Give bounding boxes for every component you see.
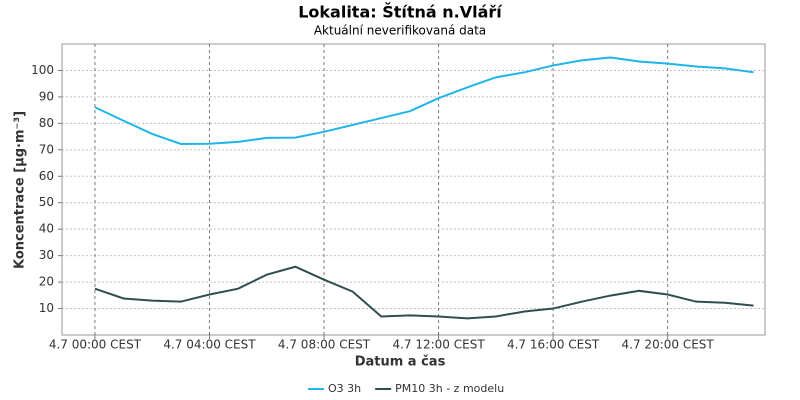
y-tick-label: 50 (39, 195, 54, 209)
y-tick-label: 10 (39, 301, 54, 315)
y-tick-label: 80 (39, 116, 54, 130)
y-tick-label: 20 (39, 275, 54, 289)
x-tick-label: 4.7 08:00 CEST (278, 338, 371, 352)
x-tick-label: 4.7 00:00 CEST (49, 338, 142, 352)
x-tick-label: 4.7 20:00 CEST (622, 338, 715, 352)
x-axis-label: Datum a čas (355, 355, 446, 370)
series-line (94, 56, 754, 145)
series-line (94, 265, 754, 320)
y-tick-label: 60 (39, 169, 54, 183)
y-axis-label: Koncentrace [µg·m⁻³] (13, 111, 28, 269)
legend-label: O3 3h (328, 382, 361, 395)
x-tick-label: 4.7 12:00 CEST (392, 338, 485, 352)
legend-label: PM10 3h - z modelu (395, 382, 504, 395)
x-tick-label: 4.7 16:00 CEST (507, 338, 600, 352)
y-tick-label: 90 (39, 89, 54, 103)
plot-area (61, 43, 766, 336)
chart-title: Lokalita: Štítná n.Vláří (298, 3, 503, 22)
x-tick-label: 4.7 04:00 CEST (163, 338, 256, 352)
y-tick-label: 70 (39, 142, 54, 156)
y-tick-label: 100 (31, 63, 54, 77)
y-tick-label: 40 (39, 222, 54, 236)
y-tick-label: 30 (39, 248, 54, 262)
chart-subtitle: Aktuální neverifikovaná data (314, 24, 486, 38)
